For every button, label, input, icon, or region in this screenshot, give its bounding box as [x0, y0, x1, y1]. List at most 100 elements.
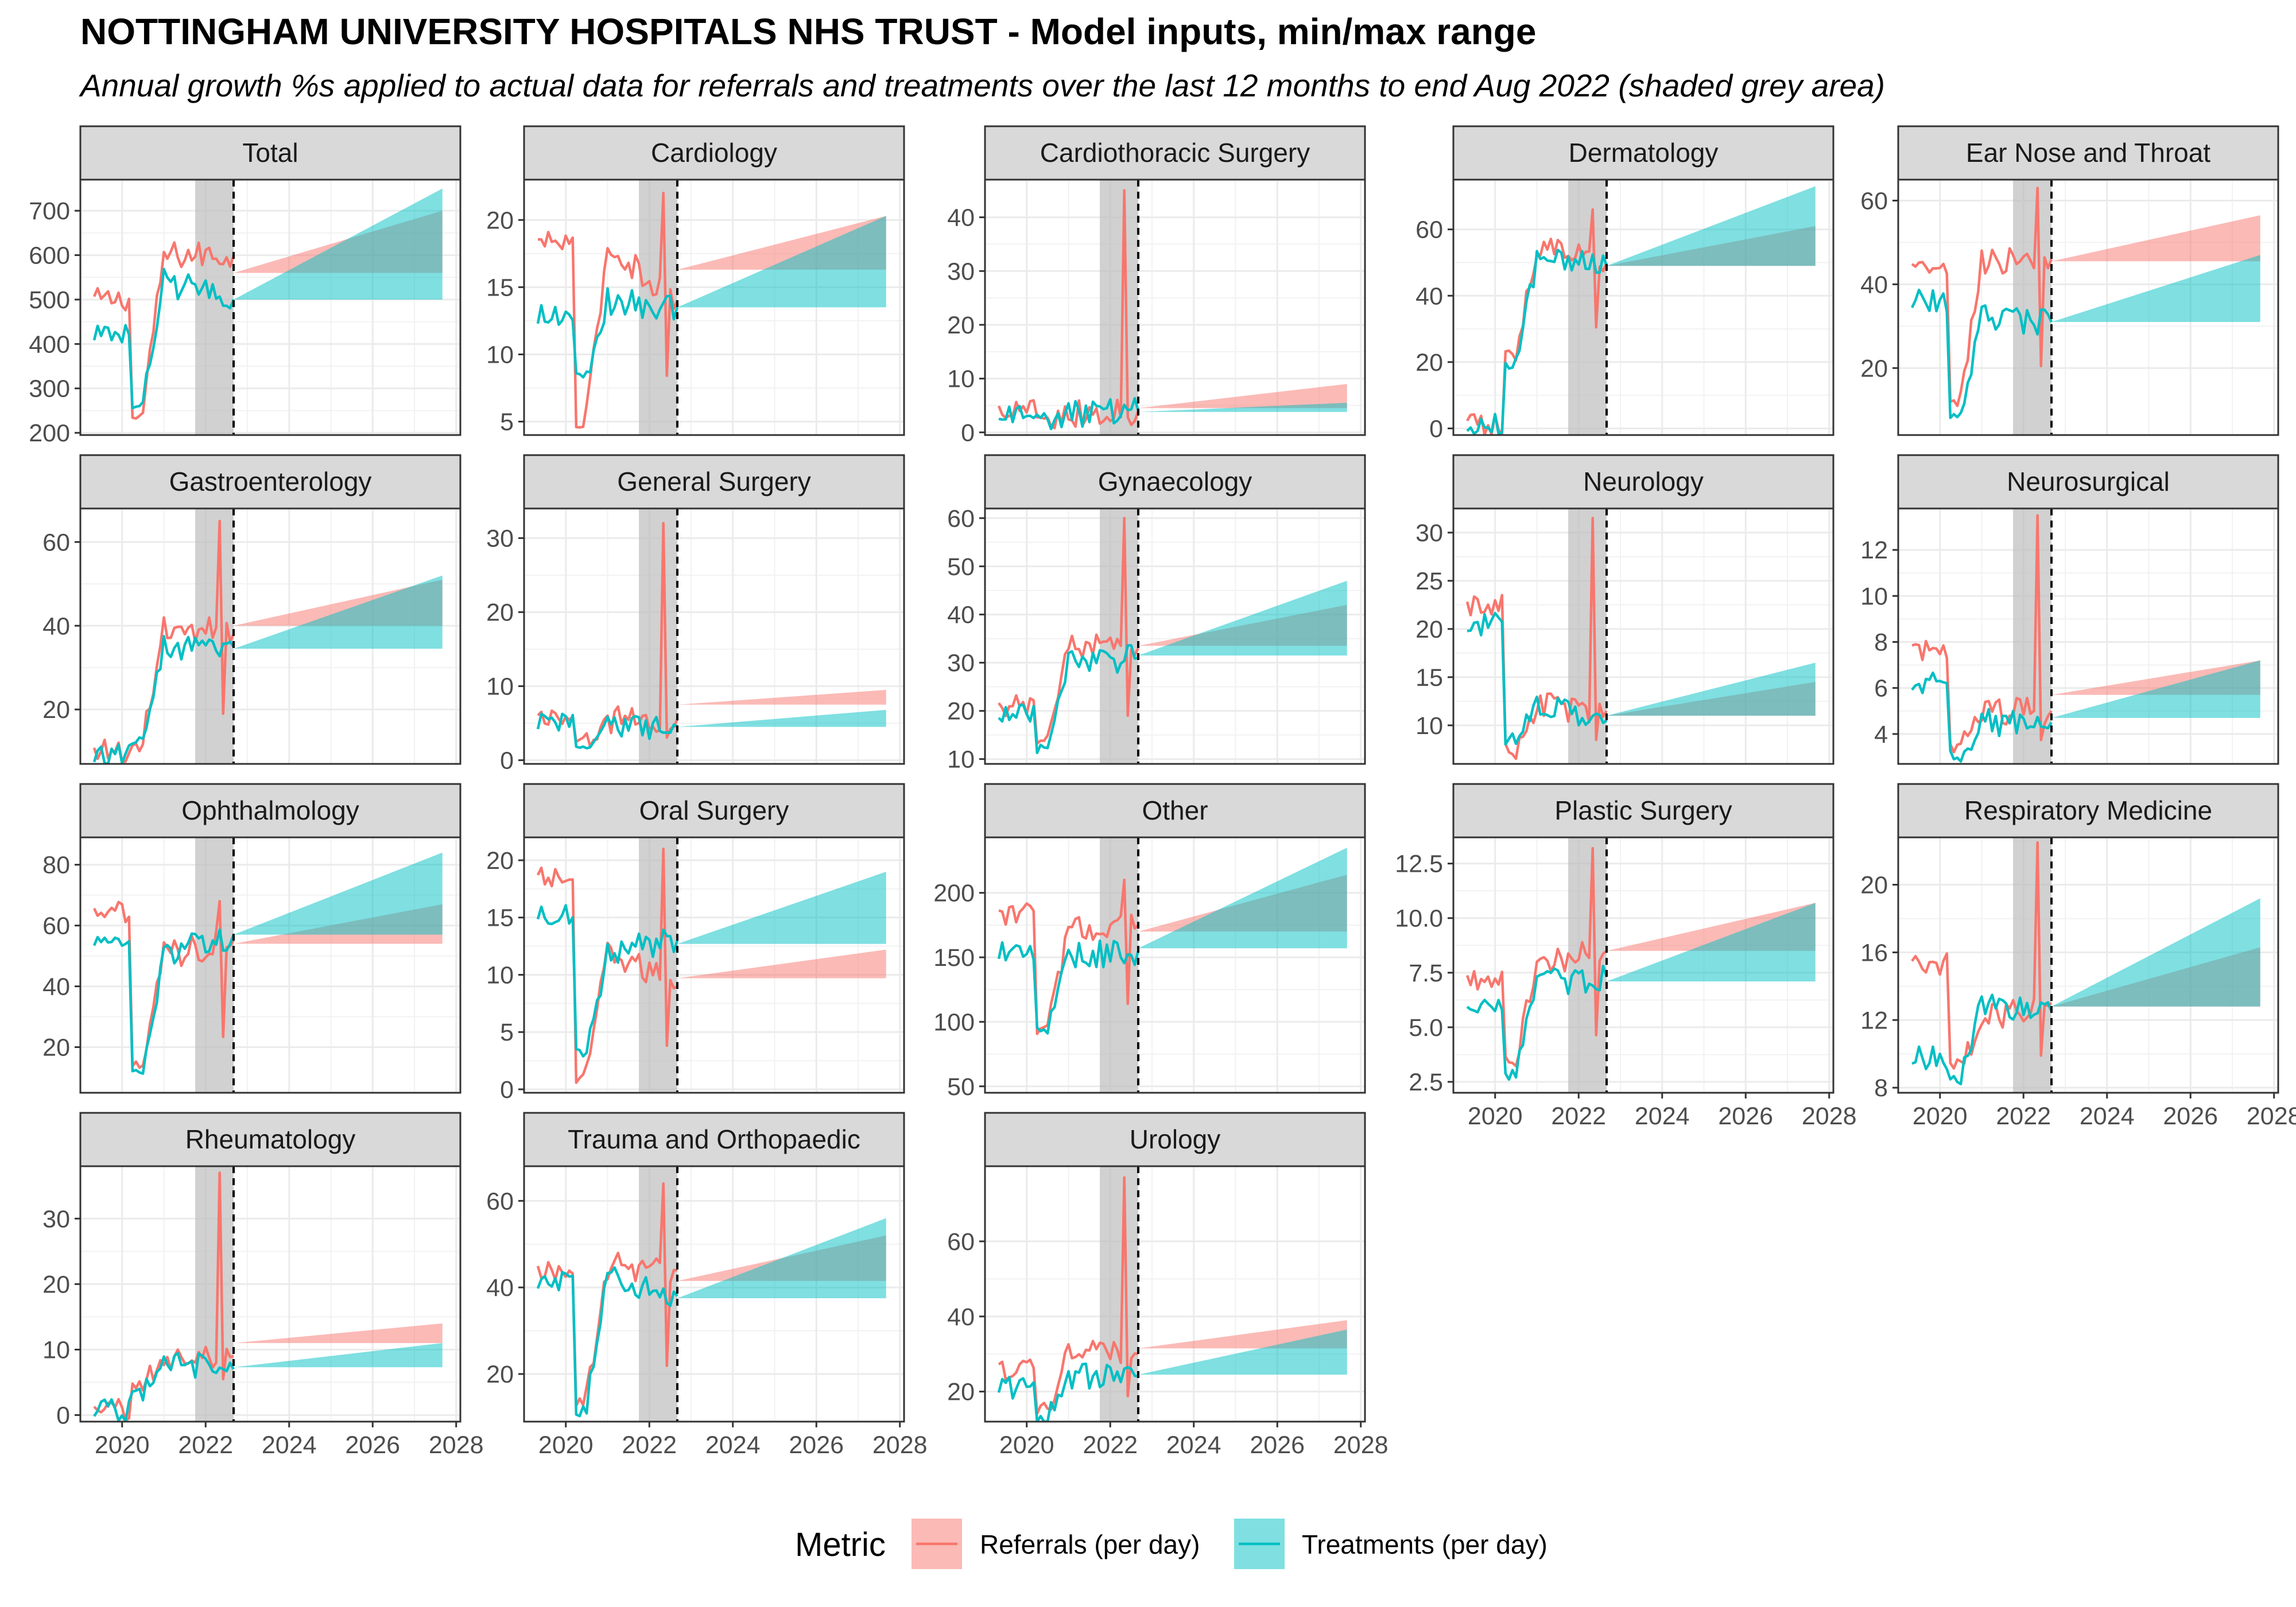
plot-area: [1453, 837, 1833, 1093]
strip-background: [984, 783, 1366, 839]
treatments-projection-band: [1606, 903, 1816, 982]
strip-label: Dermatology: [1569, 138, 1719, 168]
plot-area: [524, 180, 904, 435]
y-tick-label: 20: [947, 312, 975, 339]
strip-background: [1897, 783, 2279, 839]
panel-border: [1897, 836, 2279, 1094]
treatments-line: [997, 1363, 1139, 1422]
plot-background: [1453, 509, 1833, 764]
x-tick-label: 2028: [2247, 1103, 2296, 1130]
treatments-line: [92, 267, 235, 410]
facet-panel-cardiothoracic-surgery: Cardiothoracic Surgery 0 10 20 30 40: [947, 125, 1366, 447]
plot-area: [524, 1166, 904, 1422]
x-tick-label: 2020: [1468, 1103, 1523, 1130]
y-tick-label: 0: [500, 747, 514, 775]
x-tick-label: 2024: [1635, 1103, 1690, 1130]
y-tick-label: 40: [486, 1274, 514, 1302]
treatments-projection-band: [1138, 847, 1347, 949]
x-tick-label: 2022: [622, 1431, 677, 1459]
y-tick-label: 7.5: [1409, 960, 1443, 987]
treatments-line: [1466, 964, 1608, 1081]
y-tick-label: 10: [1415, 712, 1443, 740]
strip-background: [984, 125, 1366, 181]
y-tick-label: 100: [933, 1008, 975, 1036]
strip-background: [1452, 454, 1835, 510]
y-tick-label: 15: [1415, 664, 1443, 692]
shaded-period: [1568, 509, 1607, 764]
strip-background: [79, 1112, 461, 1167]
facet-panel-rheumatology: Rheumatology 0 10 20 30 2020 2022 2024 2026 2028: [42, 1112, 484, 1459]
referrals-line: [93, 1171, 234, 1422]
x-tick-label: 2022: [1551, 1103, 1606, 1130]
panel-border: [79, 836, 461, 1094]
strip-background: [523, 125, 905, 181]
strip-background: [79, 125, 461, 181]
facet-panel-other: Other 50 100 150 200: [933, 783, 1366, 1101]
treatments-projection-band: [1138, 402, 1347, 412]
y-tick-label: 0: [56, 1402, 70, 1430]
y-tick-label: 2.5: [1409, 1069, 1443, 1096]
y-tick-label: 60: [486, 1187, 514, 1215]
y-tick-label: 20: [486, 847, 514, 875]
treatments-line: [1467, 612, 1608, 746]
facet-panel-plastic-surgery: Plastic Surgery 2.5 5.0 7.5 10.0 12.5 2020 2022…: [1395, 783, 1857, 1130]
shaded-period: [2013, 837, 2051, 1093]
y-tick-label: 40: [42, 973, 70, 1001]
treatments-projection-band: [2051, 898, 2260, 1007]
referrals-line: [537, 192, 679, 429]
strip-label: Trauma and Orthopaedic: [568, 1124, 860, 1154]
x-tick-label: 2022: [1996, 1103, 2051, 1130]
panel-border: [1452, 836, 1835, 1094]
legend: Metric Referrals (per day) Treatments (per…: [795, 1519, 1548, 1569]
referrals-projection-band: [677, 690, 886, 705]
x-tick-label: 2024: [1166, 1431, 1221, 1459]
x-tick-label: 2020: [95, 1431, 150, 1459]
y-tick-label: 60: [947, 1228, 975, 1256]
legend-entry-treatments: Treatments (per day): [1234, 1519, 1548, 1569]
panel-border: [523, 507, 905, 765]
y-tick-label: 8: [1874, 629, 1888, 657]
x-tick-label: 2028: [1802, 1103, 1857, 1130]
panel-border: [984, 178, 1366, 436]
treatments-projection-band: [1138, 580, 1347, 656]
strip-label: Total: [242, 138, 298, 168]
y-tick-label: 700: [29, 197, 70, 225]
facet-panel-total: Total 200 300 400 500 600 700: [29, 125, 461, 447]
y-tick-label: 500: [29, 286, 70, 314]
y-tick-label: 8: [1874, 1074, 1888, 1102]
plot-area: [985, 1166, 1365, 1422]
y-tick-label: 0: [500, 1076, 514, 1104]
treatments-projection-band: [233, 188, 443, 300]
x-tick-label: 2026: [1250, 1431, 1305, 1459]
strip-label: Neurology: [1583, 467, 1704, 496]
y-tick-label: 16: [1860, 939, 1888, 966]
y-tick-label: 50: [947, 1073, 975, 1101]
treatments-line: [92, 928, 235, 1075]
treatments-line: [1911, 671, 2053, 763]
y-tick-label: 30: [947, 258, 975, 285]
treatments-line: [998, 644, 1139, 755]
strip-label: Cardiology: [651, 138, 777, 168]
x-tick-label: 2028: [1333, 1431, 1389, 1459]
referrals-line: [536, 1182, 677, 1407]
y-tick-label: 60: [947, 505, 975, 533]
strip-background: [523, 783, 905, 839]
y-tick-label: 20: [947, 1379, 975, 1406]
y-tick-label: 12: [1860, 1007, 1888, 1034]
strip-label: Ear Nose and Throat: [1966, 138, 2210, 168]
treatments-line: [1910, 288, 2053, 420]
strip-label: Urology: [1130, 1124, 1221, 1154]
y-tick-label: 30: [947, 650, 975, 677]
shaded-period: [2013, 180, 2051, 435]
treatments-projection-band: [677, 216, 886, 308]
y-tick-label: 25: [1415, 568, 1443, 595]
y-tick-label: 4: [1874, 721, 1888, 748]
y-tick-label: 20: [486, 207, 514, 234]
y-tick-label: 30: [1415, 519, 1443, 547]
strip-background: [1897, 454, 2279, 510]
referrals-line: [1911, 187, 2053, 407]
treatments-projection-band: [677, 871, 886, 944]
plot-area: [524, 509, 904, 764]
strip-background: [523, 454, 905, 510]
y-tick-label: 40: [1415, 282, 1443, 310]
